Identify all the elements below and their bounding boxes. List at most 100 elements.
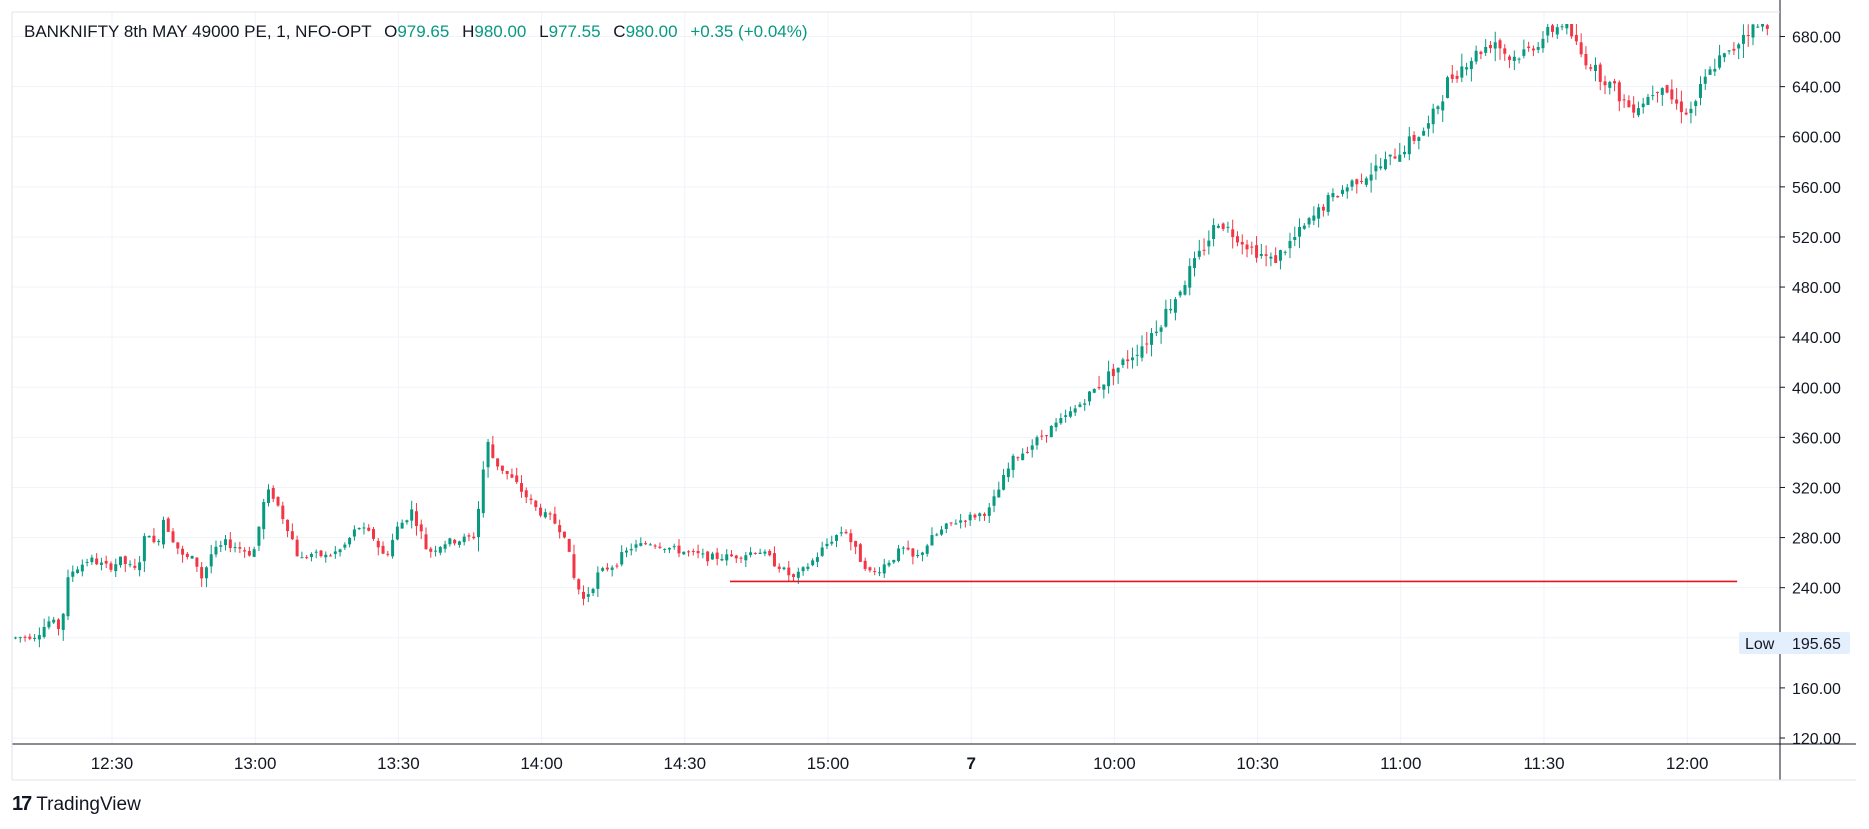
candle xyxy=(644,540,648,545)
candle xyxy=(496,458,500,471)
candle xyxy=(725,549,729,566)
candle xyxy=(1293,226,1297,247)
candle xyxy=(787,561,791,582)
y-tick-label: 680.00 xyxy=(1792,30,1841,47)
candle xyxy=(777,563,781,573)
candle xyxy=(467,533,471,542)
candle xyxy=(1231,219,1235,249)
candle xyxy=(863,557,867,571)
candle xyxy=(1073,404,1077,417)
candle xyxy=(1116,367,1120,384)
candle xyxy=(1656,91,1660,103)
candle xyxy=(195,557,199,573)
candle xyxy=(209,544,213,574)
symbol-title[interactable]: BANKNIFTY 8th MAY 49000 PE, 1, NFO-OPT xyxy=(24,22,372,41)
candle xyxy=(448,537,452,547)
candle xyxy=(682,551,686,555)
candle xyxy=(276,496,280,507)
x-tick-label: 10:00 xyxy=(1093,754,1136,773)
candle xyxy=(586,587,590,603)
candle xyxy=(309,552,313,562)
candle xyxy=(849,529,853,551)
candle xyxy=(596,566,600,597)
candle xyxy=(1436,105,1440,115)
candle xyxy=(1488,41,1492,54)
candle xyxy=(1689,101,1693,124)
candle xyxy=(219,540,223,553)
candle xyxy=(510,468,514,479)
candle xyxy=(1250,241,1254,255)
candle xyxy=(982,512,986,521)
candle xyxy=(281,501,285,524)
candle xyxy=(472,532,476,540)
x-tick-label: 12:30 xyxy=(91,754,134,773)
candle xyxy=(76,566,80,574)
low-marker-label: Low xyxy=(1745,636,1775,653)
candle xyxy=(1298,218,1302,249)
candle xyxy=(892,559,896,564)
candle xyxy=(835,534,839,548)
candle xyxy=(1035,435,1039,450)
candle xyxy=(763,549,767,557)
candle xyxy=(109,561,113,573)
candle xyxy=(372,527,375,541)
candle xyxy=(973,513,977,521)
tradingview-branding[interactable]: 17 TradingView xyxy=(12,793,141,816)
candle xyxy=(300,551,304,559)
candle xyxy=(1278,249,1282,270)
candle xyxy=(940,525,944,536)
candle xyxy=(362,522,366,535)
candle xyxy=(1193,251,1197,277)
candle xyxy=(133,558,137,570)
candle xyxy=(1660,87,1664,106)
candle xyxy=(858,543,862,563)
candle xyxy=(1698,76,1702,106)
candle xyxy=(916,549,920,559)
candle xyxy=(233,542,237,553)
candle xyxy=(1173,297,1177,321)
candle xyxy=(663,548,667,553)
candle xyxy=(1751,24,1755,46)
candle xyxy=(157,538,161,546)
candle xyxy=(142,533,146,573)
candle xyxy=(629,543,633,556)
candle xyxy=(381,541,385,555)
candle xyxy=(639,537,643,547)
candle xyxy=(71,565,75,583)
candle xyxy=(920,551,924,562)
candle xyxy=(1216,223,1220,229)
candle xyxy=(815,552,819,568)
candle xyxy=(376,538,380,556)
candle xyxy=(792,573,796,582)
candle xyxy=(1245,239,1249,258)
candle xyxy=(806,563,810,572)
x-tick-label: 15:00 xyxy=(807,754,850,773)
candle xyxy=(758,548,762,555)
candle xyxy=(348,536,352,548)
candle xyxy=(1665,84,1669,94)
candle xyxy=(1269,252,1273,267)
candle xyxy=(1040,429,1044,441)
candle xyxy=(710,551,714,560)
candle xyxy=(238,541,242,554)
candle xyxy=(1584,46,1588,70)
candle xyxy=(1393,148,1397,160)
y-tick-label: 600.00 xyxy=(1792,130,1841,147)
candle xyxy=(734,554,738,563)
candle xyxy=(329,553,333,557)
candle xyxy=(1450,64,1454,83)
candle xyxy=(1006,462,1010,483)
candle xyxy=(877,567,881,577)
candle xyxy=(324,551,328,563)
x-tick-label: 11:30 xyxy=(1523,754,1564,773)
candle xyxy=(1531,45,1535,57)
candle xyxy=(1641,97,1645,114)
candle xyxy=(128,560,132,568)
candle xyxy=(667,547,671,554)
candle xyxy=(610,565,614,577)
candle xyxy=(1479,50,1483,60)
candle xyxy=(138,556,142,577)
candle xyxy=(419,519,423,540)
candle xyxy=(1045,434,1049,443)
